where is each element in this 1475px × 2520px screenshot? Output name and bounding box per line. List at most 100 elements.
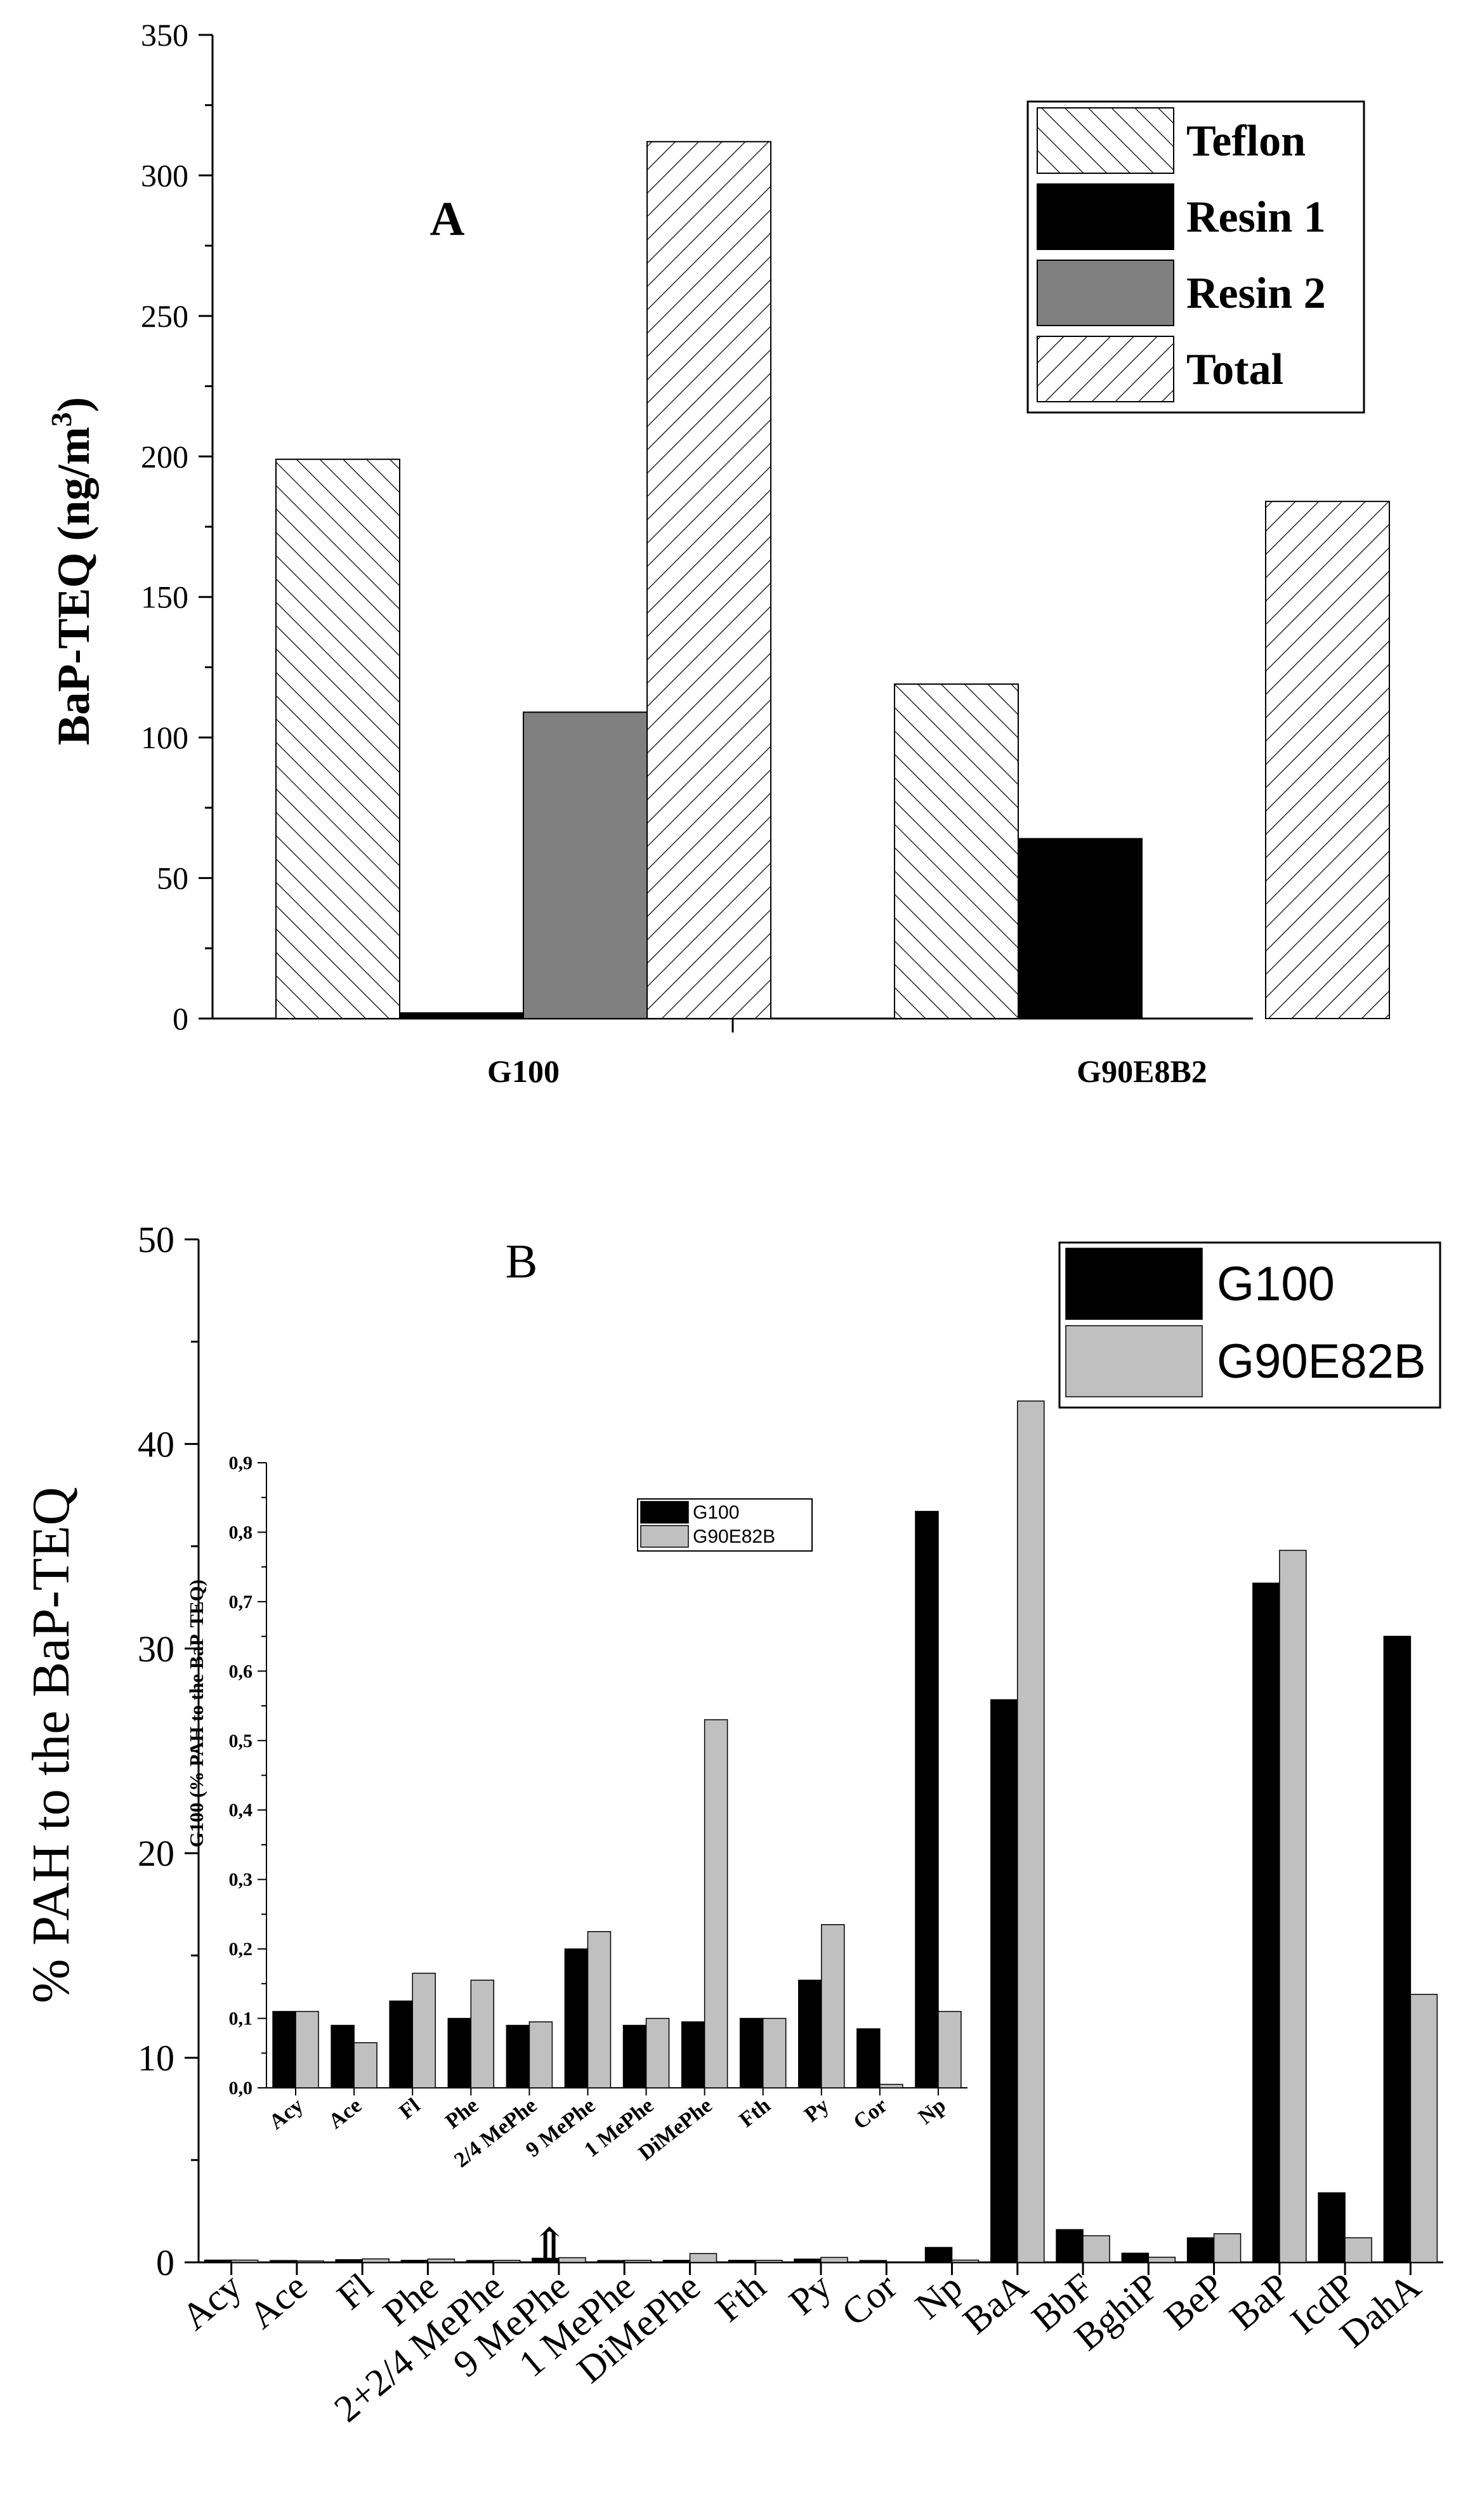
chart-b-ytick-label: 40 [138, 1423, 174, 1465]
bar-b-py-g100 [794, 2259, 822, 2263]
inset-ytick-label: 0,5 [229, 1731, 253, 1751]
legend-b-label-g90e82b: G90E82B [1217, 1335, 1426, 1389]
bar-inset-dimephe-g90e82b [704, 1719, 728, 2088]
bar-a-g90e8b2-resin-1 [1018, 838, 1143, 1019]
bar-b-daha-g100 [1383, 1635, 1412, 2263]
bar-inset-fth-g90e82b [762, 2017, 787, 2088]
inset-xtick-label-phe: Phe [441, 2094, 483, 2134]
bar-inset-fth-g100 [739, 2017, 764, 2088]
bar-inset-acy-g90e82b [295, 2010, 319, 2088]
bar-b-1-mephe-g100 [597, 2260, 625, 2263]
chart-a-ylabel: BaP-TEQ (ng/m3) [45, 397, 99, 745]
inset-xtick-label-fth: Fth [735, 2094, 775, 2132]
legend-a-label-teflon: Teflon [1186, 117, 1306, 166]
chart-b-ytick-label: 0 [156, 2242, 174, 2283]
chart-b-xtick-label-fl: Fl [329, 2265, 381, 2318]
inset-xtick-label-acy: Acy [265, 2094, 308, 2134]
chart-a-labels: 0 50 100 150 200 250 300 350 G100 G90E8B2 [141, 17, 1207, 1089]
bar-inset-phe-g90e82b [470, 1979, 495, 2088]
legend-b-swatch-g100 [1065, 1248, 1203, 1320]
bar-b-fth-g100 [728, 2260, 756, 2263]
bar-inset-cor-g100 [856, 2028, 881, 2088]
legend-a-label-total: Total [1186, 345, 1283, 394]
inset-ytick-label: 0,4 [229, 1800, 253, 1821]
chart-b-xtick-label-fth: Fth [707, 2265, 773, 2330]
inset-xtick-label-ace: Ace [324, 2094, 366, 2134]
legend-b-label-g100: G100 [1217, 1257, 1335, 1311]
bar-inset-1-mephe-g100 [622, 2024, 647, 2088]
chart-a-ytick-label: 100 [141, 720, 188, 755]
bar-inset-py-g90e82b [821, 1924, 845, 2088]
bar-inset-9-mephe-g90e82b [587, 1931, 612, 2088]
chart-b-xtick-label-ace: Ace [241, 2265, 315, 2337]
inset-ytick-label: 0,1 [229, 2009, 253, 2029]
chart-a-xtick-label-g100: G100 [487, 1053, 560, 1089]
legend-a-swatch-total [1037, 336, 1174, 402]
chart-a-ytick-label: 200 [141, 439, 188, 474]
bar-b-acy-g100 [204, 2259, 232, 2263]
legend-a-swatch-resin-2 [1037, 260, 1174, 326]
bar-inset-ace-g100 [331, 2024, 355, 2088]
inset-arrow-annotation: ⇑ [529, 2220, 570, 2273]
bar-b-icdp-g90e82b [1344, 2237, 1372, 2263]
legend-inset-label-g100: G100 [693, 1502, 739, 1523]
bar-b-fth-g90e82b [754, 2260, 783, 2263]
chart-b-ytick-label: 30 [138, 1628, 174, 1670]
bar-b-1-mephe-g90e82b [624, 2260, 652, 2263]
inset-legend: G100 G90E82B [637, 1498, 813, 1552]
chart-b-xtick-label-np: Np [907, 2265, 970, 2327]
chart-b-xtick-label-baa: BaA [955, 2265, 1035, 2342]
bar-a-g100-resin-1 [399, 1012, 524, 1019]
chart-a-ytick-label: 250 [141, 298, 188, 334]
bar-b-py-g90e82b [820, 2257, 848, 2263]
bar-b-dimephe-g90e82b [689, 2253, 718, 2263]
inset-ytick-label: 0,7 [229, 1592, 253, 1613]
bar-inset-phe-g100 [447, 2017, 472, 2088]
bar-b-icdp-g100 [1318, 2192, 1346, 2263]
bar-inset-dimephe-g100 [681, 2021, 705, 2088]
legend-a-label-resin-1: Resin 1 [1186, 193, 1326, 242]
bar-b-np-g100 [924, 2246, 953, 2263]
bar-a-g100-total [646, 141, 771, 1019]
chart-b-xtick-label-py: Py [781, 2265, 839, 2323]
bar-inset-2-4-mephe-g100 [506, 2024, 530, 2088]
bar-inset-fl-g100 [389, 2000, 413, 2088]
inset-xtick-label-np: Np [914, 2094, 950, 2129]
inset-ytick-label: 0,9 [229, 1453, 253, 1474]
bar-b-cor-g100 [859, 2260, 888, 2263]
inset-ylabel: G100 (% PAH to the BaP-TEQ) [185, 1580, 207, 1847]
bar-b-acy-g90e82b [230, 2259, 259, 2263]
bar-inset-py-g100 [798, 1979, 822, 2088]
bar-b-ace-g100 [270, 2260, 298, 2263]
chart-b-panel-label: B [506, 1235, 538, 1288]
bar-b-9-mephe-g90e82b [558, 2257, 586, 2263]
chart-a-bars [275, 141, 1390, 1020]
inset-ytick-label: 0,6 [229, 1661, 253, 1682]
bar-b-bap-g90e82b [1279, 1550, 1307, 2263]
bar-inset-np-g100 [915, 1510, 939, 2088]
chart-b-ylabel: % PAH to the BaP-TEQ [22, 1487, 81, 2003]
inset-ytick-label: 0,2 [229, 1939, 253, 1960]
bar-inset-cor-g90e82b [879, 2083, 903, 2088]
bar-b-2-2-4-mephe-g100 [466, 2260, 494, 2263]
bar-b-dimephe-g100 [662, 2260, 691, 2263]
chart-a-panel-label: A [430, 192, 465, 246]
bar-inset-2-4-mephe-g90e82b [528, 2021, 553, 2088]
chart-b-xtick-label-bap: BaP [1222, 2265, 1297, 2338]
legend-a-label-resin-2: Resin 2 [1186, 269, 1326, 318]
bar-b-bghip-g90e82b [1148, 2257, 1176, 2263]
bar-b-baa-g90e82b [1017, 1400, 1045, 2263]
chart-b-xtick-label-cor: Cor [834, 2265, 904, 2333]
chart-a-ytick-label: 300 [141, 157, 188, 193]
chart-b-ytick-label: 10 [138, 2038, 174, 2079]
chart-b-ytick-label: 20 [138, 1833, 174, 1874]
chart-b-xtick-label-acy: Acy [174, 2265, 249, 2338]
bar-b-np-g90e82b [951, 2259, 980, 2263]
bar-inset-9-mephe-g100 [564, 1948, 589, 2088]
inset-ytick-label: 0,8 [229, 1522, 253, 1543]
chart-a-xtick-label-g90e8b2: G90E8B2 [1077, 1053, 1207, 1089]
bar-b-bap-g100 [1252, 1582, 1280, 2263]
chart-a: 0 50 100 150 200 250 300 350 G100 G90E8B2 A BaP-T… [45, 17, 1390, 1089]
